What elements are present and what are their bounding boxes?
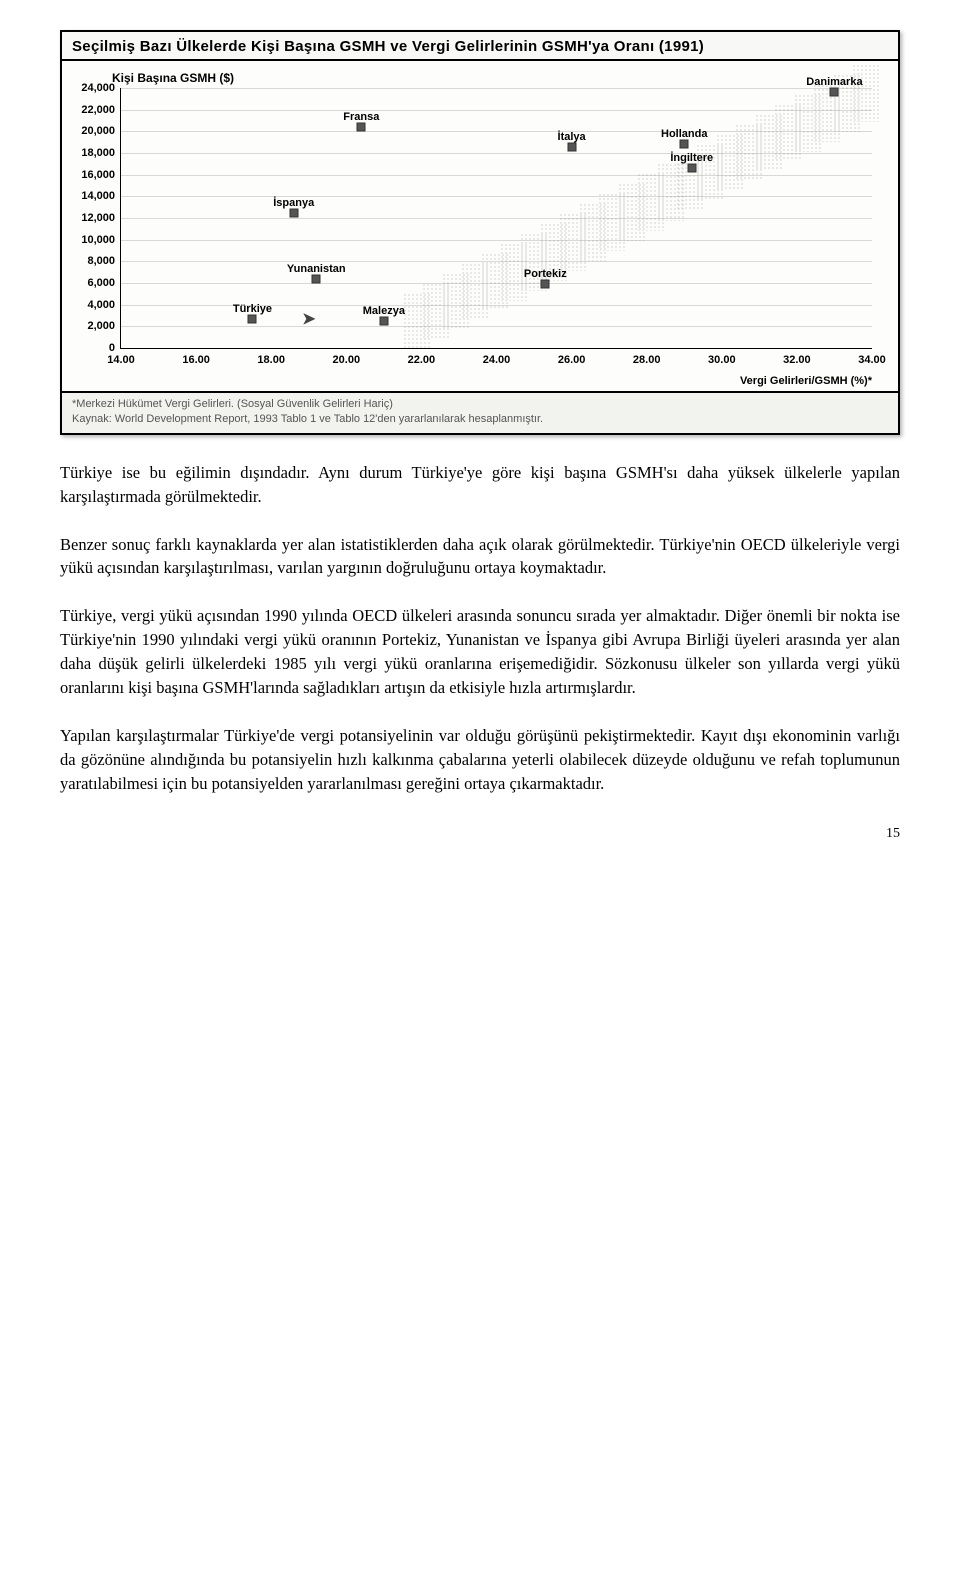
data-point [567, 142, 576, 151]
y-tick-label: 8,000 [87, 255, 121, 267]
y-tick-label: 2,000 [87, 320, 121, 332]
x-tick-label: 32.00 [783, 348, 811, 366]
arrow-icon: ➤ [301, 308, 316, 329]
data-point [289, 208, 298, 217]
data-point [379, 316, 388, 325]
footnote-line: Kaynak: World Development Report, 1993 T… [72, 412, 888, 427]
data-point-label: Türkiye [233, 303, 272, 315]
data-point-label: Hollanda [661, 128, 707, 140]
x-tick-label: 26.00 [558, 348, 586, 366]
x-axis-title: Vergi Gelirleri/GSMH (%)* [74, 375, 872, 387]
y-tick-label: 14,000 [81, 190, 121, 202]
gridline [121, 240, 872, 241]
x-tick-label: 18.00 [257, 348, 285, 366]
gridline [121, 218, 872, 219]
data-point [541, 280, 550, 289]
data-point [680, 140, 689, 149]
paragraph: Yapılan karşılaştırmalar Türkiye'de verg… [60, 724, 900, 796]
y-tick-label: 12,000 [81, 212, 121, 224]
data-point [687, 164, 696, 173]
paragraph: Benzer sonuç farklı kaynaklarda yer alan… [60, 533, 900, 581]
y-tick-label: 16,000 [81, 169, 121, 181]
chart-body: Kişi Başına GSMH ($) 02,0004,0006,0008,0… [62, 61, 898, 391]
y-tick-label: 10,000 [81, 234, 121, 246]
y-tick-label: 22,000 [81, 104, 121, 116]
x-tick-label: 20.00 [333, 348, 361, 366]
chart-title: Seçilmiş Bazı Ülkelerde Kişi Başına GSMH… [62, 32, 898, 61]
plot-area: 02,0004,0006,0008,00010,00012,00014,0001… [120, 88, 872, 349]
paragraph: Türkiye, vergi yükü açısından 1990 yılın… [60, 604, 900, 700]
y-tick-label: 24,000 [81, 82, 121, 94]
data-point [830, 88, 839, 97]
y-tick-label: 6,000 [87, 277, 121, 289]
x-tick-label: 14.00 [107, 348, 135, 366]
chart-footer: *Merkezi Hükümet Vergi Gelirleri. (Sosya… [62, 391, 898, 433]
data-point-label: Portekiz [524, 268, 567, 280]
data-point-label: Fransa [343, 111, 379, 123]
data-point [357, 123, 366, 132]
gridline [121, 88, 872, 89]
paragraph: Türkiye ise bu eğilimin dışındadır. Aynı… [60, 461, 900, 509]
x-tick-label: 34.00 [858, 348, 886, 366]
data-point [312, 274, 321, 283]
data-point-label: Yunanistan [287, 263, 346, 275]
gridline [121, 326, 872, 327]
y-axis-title: Kişi Başına GSMH ($) [112, 71, 888, 85]
x-tick-label: 16.00 [182, 348, 210, 366]
y-tick-label: 20,000 [81, 125, 121, 137]
data-point-label: Danimarka [806, 76, 862, 88]
trend-band-segment [852, 64, 879, 122]
footnote-line: *Merkezi Hükümet Vergi Gelirleri. (Sosya… [72, 397, 888, 412]
x-tick-label: 22.00 [408, 348, 436, 366]
x-tick-label: 24.00 [483, 348, 511, 366]
page-number: 15 [60, 826, 900, 842]
data-point-label: İngiltere [670, 152, 713, 164]
data-point [248, 314, 257, 323]
gridline [121, 196, 872, 197]
y-tick-label: 18,000 [81, 147, 121, 159]
gridline [121, 110, 872, 111]
y-tick-label: 4,000 [87, 299, 121, 311]
chart-frame: Seçilmiş Bazı Ülkelerde Kişi Başına GSMH… [60, 30, 900, 435]
data-point-label: İspanya [273, 197, 314, 209]
data-point-label: İtalya [558, 131, 586, 143]
data-point-label: Malezya [363, 305, 405, 317]
x-tick-label: 30.00 [708, 348, 736, 366]
x-tick-label: 28.00 [633, 348, 661, 366]
